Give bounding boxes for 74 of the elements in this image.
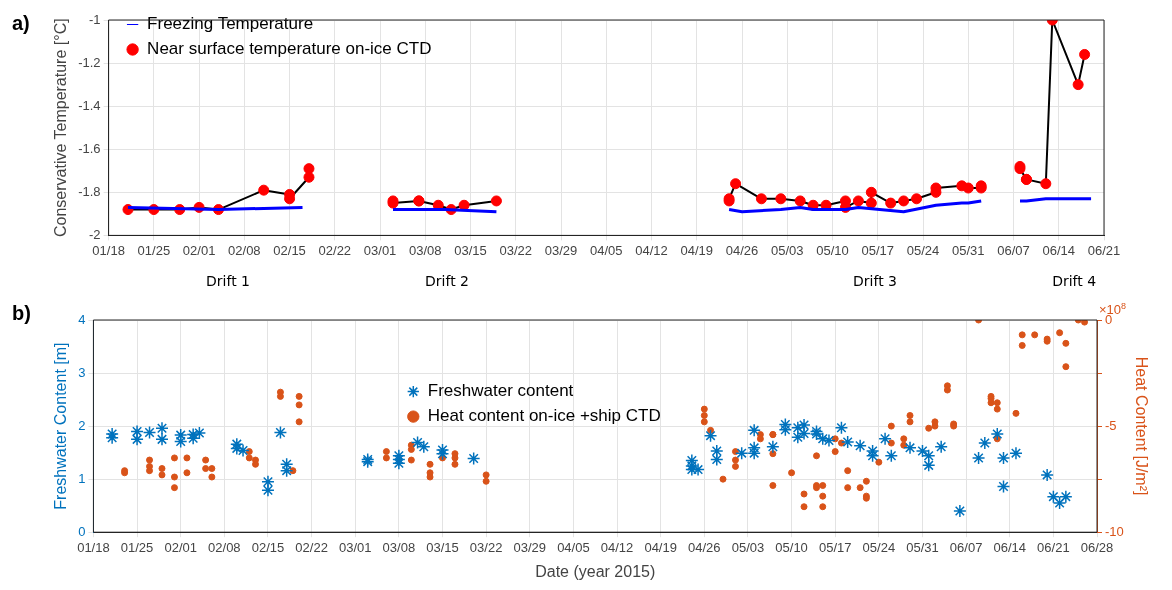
x-tick-label: 05/17 <box>861 242 895 258</box>
y-tick-label: 0 <box>78 523 86 539</box>
x-tick-label: 03/08 <box>382 539 416 555</box>
legend-label: Freezing Temperature <box>147 14 314 34</box>
x-axis-title: Date (year 2015) <box>535 562 656 580</box>
y-tick-label: 3 <box>78 364 86 380</box>
y-tick-label: 4 <box>78 311 86 327</box>
y-tick-label: -1 <box>89 11 101 27</box>
y-tick-label: -1.8 <box>78 183 101 199</box>
x-tick-label: 02/15 <box>273 242 306 258</box>
x-tick-label: 02/22 <box>318 242 352 258</box>
y-tick-label: -1.2 <box>78 54 101 70</box>
y-axis-title: Conservative Temperature [°C] <box>52 18 70 238</box>
x-tick-label: 01/18 <box>77 539 110 555</box>
x-tick-label: 06/14 <box>1042 242 1076 258</box>
x-tick-label: 04/05 <box>557 539 590 555</box>
x-tick-label: 06/28 <box>1080 539 1114 555</box>
x-tick-label: 03/01 <box>338 539 372 555</box>
y-axis-title: Freshwater Content [m] <box>52 342 70 510</box>
chart-title: b) <box>12 301 31 324</box>
legend-label: Freshwater content <box>427 381 574 401</box>
y2-tick-label: -10 <box>1105 523 1124 539</box>
x-tick-label: 01/25 <box>137 242 171 258</box>
x-tick-label: 05/17 <box>818 539 852 555</box>
text: Drift 1 <box>206 273 251 290</box>
x-tick-label: 05/03 <box>731 539 765 555</box>
x-tick-label: 02/08 <box>208 539 241 555</box>
x-tick-label: 02/01 <box>164 539 197 555</box>
x-tick-label: 02/01 <box>182 242 216 258</box>
y2-tick-label: -5 <box>1105 417 1117 433</box>
x-tick-label: 05/10 <box>775 539 808 555</box>
x-tick-label: 05/31 <box>906 539 939 555</box>
text: Drift 2 <box>425 273 470 290</box>
x-tick-label: 03/15 <box>454 242 487 258</box>
x-tick-label: 04/05 <box>590 242 623 258</box>
text: Drift 4 <box>1052 273 1097 290</box>
x-tick-label: 04/19 <box>680 242 714 258</box>
x-tick-label: 03/29 <box>513 539 547 555</box>
x-tick-label: 03/08 <box>409 242 442 258</box>
y-tick-label: -2 <box>89 226 101 242</box>
x-tick-label: 03/22 <box>499 242 533 258</box>
x-tick-label: 05/03 <box>771 242 804 258</box>
x-tick-label: 05/24 <box>906 242 940 258</box>
x-tick-label: 06/14 <box>993 539 1027 555</box>
x-tick-label: 04/19 <box>644 539 677 555</box>
y-tick-label: -1.4 <box>78 97 101 113</box>
x-tick-label: 03/01 <box>363 242 397 258</box>
x-tick-label: 01/18 <box>92 242 125 258</box>
x-tick-label: 04/12 <box>600 539 634 555</box>
x-tick-label: 06/21 <box>1037 539 1070 555</box>
x-tick-label: 02/15 <box>251 539 285 555</box>
x-tick-label: 06/07 <box>997 242 1030 258</box>
text: Drift 3 <box>853 273 898 290</box>
x-tick-label: 04/26 <box>688 539 721 555</box>
y-tick-label: -1.6 <box>78 140 101 156</box>
x-tick-label: 02/08 <box>228 242 261 258</box>
x-tick-label: 02/22 <box>295 539 328 555</box>
x-tick-label: 01/25 <box>120 539 154 555</box>
x-tick-label: 03/15 <box>426 539 459 555</box>
x-tick-label: 04/26 <box>725 242 759 258</box>
legend-label: Heat content on-ice +ship CTD <box>427 406 661 426</box>
x-tick-label: 05/10 <box>816 242 849 258</box>
x-tick-label: 04/12 <box>635 242 668 258</box>
legend-label: Near surface temperature on-ice CTD <box>147 39 432 59</box>
chart-title: a) <box>12 11 30 34</box>
x-tick-label: 06/21 <box>1087 242 1121 258</box>
x-tick-label: 03/29 <box>544 242 578 258</box>
y2-axis-title: Heat Content [J/m²] <box>1132 356 1150 496</box>
y-tick-label: 2 <box>78 417 86 433</box>
x-tick-label: 05/31 <box>951 242 985 258</box>
x-tick-label: 05/24 <box>862 539 896 555</box>
x-tick-label: 03/22 <box>469 539 503 555</box>
y-tick-label: 1 <box>78 470 86 486</box>
x-tick-label: 06/07 <box>949 539 983 555</box>
